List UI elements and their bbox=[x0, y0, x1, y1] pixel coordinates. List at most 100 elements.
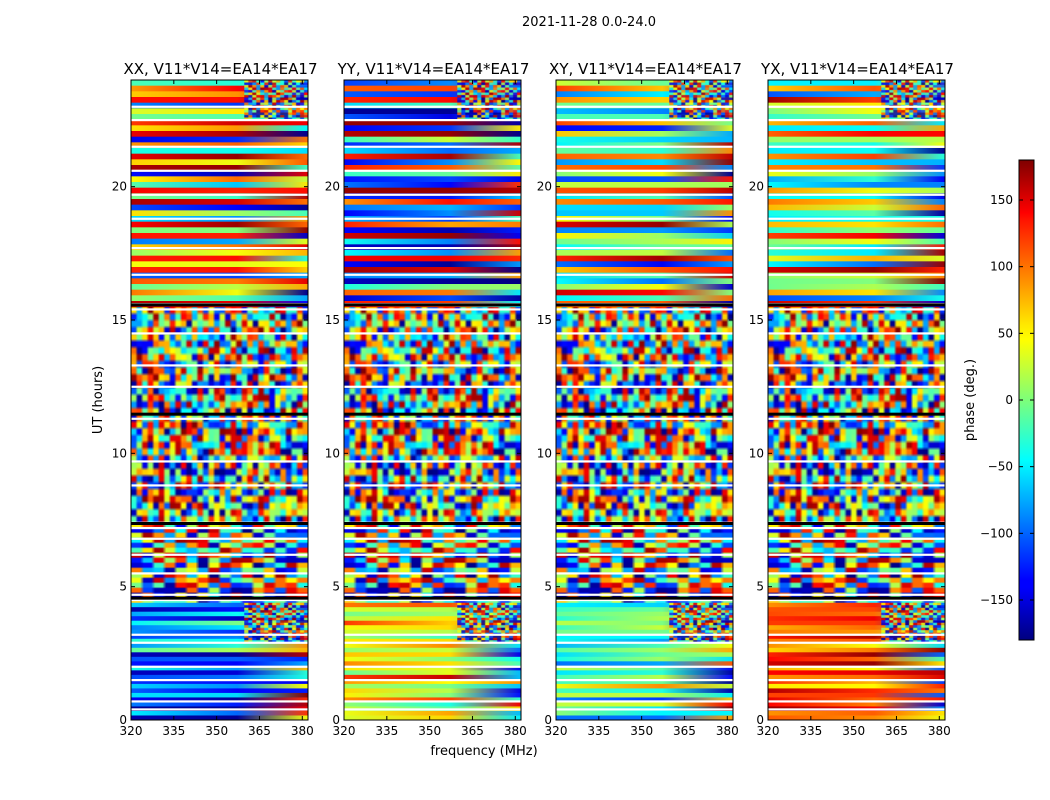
heatmap-stripe bbox=[768, 625, 945, 631]
data-gap-edge bbox=[344, 596, 521, 600]
heatmap-stripe bbox=[131, 679, 308, 685]
heatmap-stripe bbox=[556, 284, 733, 291]
heatmap-stripe bbox=[556, 607, 733, 613]
x-tick-label: 380 bbox=[928, 724, 951, 738]
heatmap-stripe bbox=[768, 652, 945, 658]
heatmap-stripe bbox=[344, 114, 521, 121]
heatmap-stripe bbox=[768, 647, 945, 653]
data-gap bbox=[556, 247, 733, 250]
heatmap-stripe bbox=[131, 670, 308, 676]
data-gap bbox=[556, 273, 733, 276]
data-gap bbox=[556, 572, 733, 575]
heatmap-stripe bbox=[556, 142, 733, 149]
data-gap-edge bbox=[768, 596, 945, 600]
heatmap-stripe bbox=[556, 665, 733, 671]
panel-heatmap bbox=[344, 80, 521, 720]
heatmap-stripe bbox=[768, 131, 945, 138]
heatmap-stripe bbox=[344, 125, 521, 132]
heatmap-stripe bbox=[131, 170, 308, 177]
x-tick-label: 380 bbox=[504, 724, 527, 738]
data-gap bbox=[131, 708, 308, 711]
data-gap bbox=[556, 679, 733, 682]
data-gap bbox=[768, 708, 945, 711]
heatmap-stripe bbox=[556, 204, 733, 211]
heatmap-stripe bbox=[131, 204, 308, 211]
data-gap bbox=[768, 169, 945, 172]
data-gap bbox=[131, 417, 308, 420]
heatmap-stripe bbox=[556, 159, 733, 166]
heatmap-stripe bbox=[556, 692, 733, 699]
heatmap-stripe bbox=[768, 616, 945, 622]
heatmap-stripe bbox=[344, 227, 521, 234]
panel-2: YY, V11*V14=EA14*EA17 320 335 350 365 380 0 5 10… bbox=[325, 60, 530, 738]
heatmap-stripe bbox=[344, 638, 521, 644]
data-gap bbox=[768, 484, 945, 487]
heatmap-stripe bbox=[131, 629, 308, 635]
data-gap bbox=[768, 273, 945, 276]
data-gap bbox=[556, 385, 733, 388]
data-gap bbox=[344, 553, 521, 556]
heatmap-stripe bbox=[556, 210, 733, 217]
heatmap-stripe bbox=[131, 715, 308, 720]
heatmap-stripe bbox=[556, 616, 733, 622]
x-tick-label: 365 bbox=[673, 724, 696, 738]
data-gap bbox=[344, 332, 521, 335]
data-gap bbox=[344, 665, 521, 668]
heatmap-stripe bbox=[131, 701, 308, 708]
data-gap bbox=[768, 593, 945, 596]
heatmap-stripe bbox=[344, 221, 521, 228]
heatmap-stripe bbox=[131, 233, 308, 240]
heatmap-stripe bbox=[556, 170, 733, 177]
heatmap-stripe bbox=[768, 701, 945, 708]
data-gap bbox=[344, 641, 521, 644]
heatmap-stripe bbox=[131, 634, 308, 640]
heatmap-stripe bbox=[556, 148, 733, 155]
data-gap-edge bbox=[556, 596, 733, 600]
heatmap-stripe bbox=[768, 611, 945, 617]
y-axis-label: UT (hours) bbox=[91, 366, 106, 434]
heatmap-stripe bbox=[131, 250, 308, 257]
data-gap bbox=[131, 105, 308, 108]
heatmap-stripe bbox=[131, 710, 308, 717]
heatmap-stripe bbox=[344, 688, 521, 694]
heatmap-stripe bbox=[556, 238, 733, 245]
heatmap-stripe bbox=[768, 199, 945, 206]
data-gap bbox=[556, 665, 733, 668]
data-gap bbox=[768, 572, 945, 575]
y-tick-label: 5 bbox=[756, 580, 764, 594]
data-gap bbox=[768, 364, 945, 367]
x-tick-label: 320 bbox=[757, 724, 780, 738]
data-gap bbox=[344, 460, 521, 463]
heatmap-noise-band bbox=[344, 522, 521, 603]
heatmap-stripe bbox=[344, 131, 521, 138]
heatmap-stripe bbox=[344, 710, 521, 717]
heatmap-stripe bbox=[556, 165, 733, 172]
data-gap bbox=[131, 527, 308, 530]
data-gap bbox=[556, 700, 733, 703]
data-gap bbox=[131, 593, 308, 596]
heatmap-stripe bbox=[344, 647, 521, 653]
data-gap bbox=[768, 417, 945, 420]
data-gap bbox=[131, 308, 308, 311]
heatmap-stripe bbox=[131, 85, 308, 92]
heatmap-stripe bbox=[344, 674, 521, 680]
heatmap-stripe bbox=[768, 661, 945, 667]
colorbar-tick-label: 50 bbox=[998, 326, 1013, 340]
heatmap-stripe bbox=[344, 278, 521, 285]
heatmap-stripe bbox=[768, 620, 945, 626]
y-tick-label: 20 bbox=[112, 180, 127, 194]
data-gap bbox=[344, 679, 521, 682]
heatmap-stripe bbox=[768, 692, 945, 699]
heatmap-stripe bbox=[556, 125, 733, 132]
data-gap bbox=[768, 193, 945, 196]
heatmap-stripe bbox=[131, 221, 308, 228]
heatmap-stripe bbox=[344, 634, 521, 640]
data-gap bbox=[768, 308, 945, 311]
data-gap bbox=[768, 537, 945, 540]
heatmap-stripe bbox=[344, 679, 521, 685]
heatmap-stripe bbox=[556, 295, 733, 302]
data-gap bbox=[131, 679, 308, 682]
heatmap-stripe bbox=[768, 602, 945, 608]
heatmap-stripe bbox=[556, 97, 733, 104]
